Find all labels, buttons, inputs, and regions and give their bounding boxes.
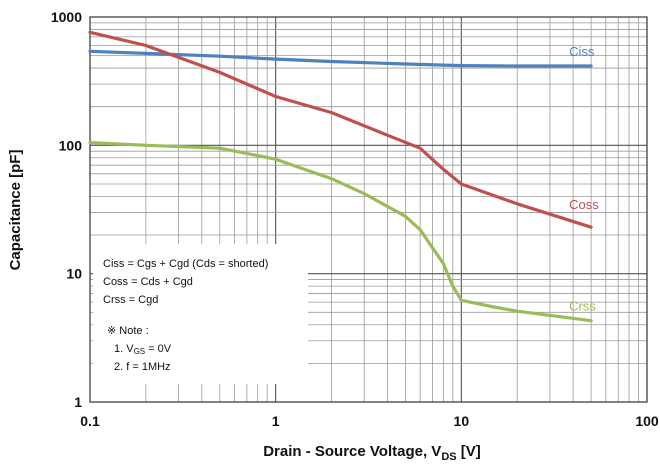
series-line-crss [88,141,593,323]
tick-labels: 0.1 1 10 100 1 10 100 1000 [51,9,659,429]
x-axis-title-unit: [V] [457,443,481,460]
y-tick-label: 10 [66,266,82,282]
series-label-coss: Coss [569,197,599,212]
x-axis-title: Drain - Source Voltage, VDS [V] [263,443,481,463]
x-tick-label: 10 [454,413,470,429]
grid [90,17,647,402]
x-tick-label: 0.1 [80,413,100,429]
annotation-line-crss: Crss = Cgd [103,294,158,306]
annotation-box-bg [93,244,308,384]
annotation-line-ciss: Ciss = Cgs + Cgd (Cds = shorted) [103,258,268,270]
series-line-coss [88,30,593,229]
annotation-note-1-rest: = 0V [145,343,172,355]
annotation-note-2: 2. f = 1MHz [114,361,171,373]
annotation-note-title: ※ Note : [107,325,149,337]
x-axis-title-sub: DS [441,451,456,463]
series-label-crss: Crss [569,299,596,314]
y-tick-label: 1 [74,394,82,410]
annotation-line-coss: Coss = Cds + Cgd [103,276,193,288]
x-axis-title-main: Drain - Source Voltage, V [263,443,441,460]
y-tick-label: 100 [59,137,83,153]
y-tick-label: 1000 [51,9,82,25]
x-tick-label: 100 [635,413,659,429]
series-layer: Ciss Coss Crss [88,30,599,323]
x-tick-label: 1 [272,413,280,429]
y-axis-title: Capacitance [pF] [7,150,24,271]
series-label-ciss: Ciss [569,44,595,59]
annotation-note-1-sub: GS [134,347,146,356]
annotation-box: Ciss = Cgs + Cgd (Cds = shorted) Coss = … [93,244,308,384]
annotation-note-1: 1. VGS = 0V [114,343,172,356]
plot-frame [89,16,648,403]
annotation-note-1-main: 1. V [114,343,134,355]
